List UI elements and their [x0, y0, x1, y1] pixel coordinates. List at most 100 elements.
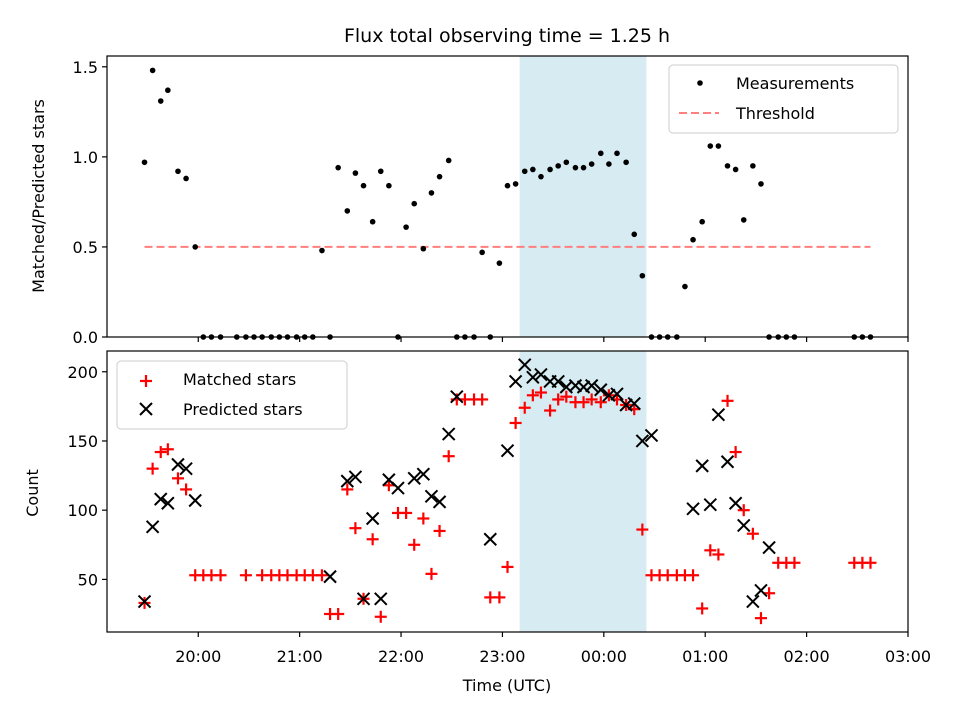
measurement-point [538, 173, 544, 180]
matched-star-point [214, 569, 227, 582]
matched-star-point [171, 472, 184, 485]
measurement-point [165, 87, 171, 94]
matched-star-point [417, 512, 430, 525]
measurement-point [141, 159, 148, 166]
predicted-star-point [762, 540, 776, 555]
measurement-point [707, 143, 714, 149]
predicted-star-point [441, 427, 456, 441]
legend-measurements-marker [697, 80, 703, 86]
x-tick-label: 03:00 [885, 647, 931, 666]
y-tick-label: 150 [67, 432, 98, 451]
y-tick-label: 50 [78, 570, 98, 589]
chart-title: Flux total observing time = 1.25 h [344, 25, 670, 47]
predicted-star-point [737, 518, 751, 533]
predicted-star-point [746, 594, 760, 609]
x-tick-label: 20:00 [175, 647, 221, 666]
matched-star-point [315, 569, 328, 582]
measurement-point [436, 173, 443, 180]
matched-star-point [696, 602, 709, 615]
matched-star-point [239, 569, 252, 582]
predicted-star-point [171, 457, 185, 472]
measurement-point [547, 166, 553, 173]
top-panel: 0.0 0.5 1.0 1.5 Matched/Predicted stars Mea… [29, 55, 909, 347]
bottom-legend-box [116, 360, 348, 430]
matched-star-point [788, 556, 801, 569]
measurement-point [479, 249, 485, 256]
matched-star-point [518, 401, 531, 414]
top-y-axis: 0.0 0.5 1.0 1.5 [73, 58, 107, 347]
top-y-axis-label: Matched/Predicted stars [29, 99, 48, 293]
measurement-point [740, 217, 747, 223]
measurement-point [386, 182, 392, 189]
bottom-legend: Matched stars Predicted stars [116, 360, 348, 430]
predicted-star-point [551, 374, 565, 389]
x-tick-label: 02:00 [784, 647, 830, 666]
predicted-star-point [695, 459, 709, 473]
predicted-star-point [635, 434, 650, 448]
x-tick-label: 23:00 [479, 647, 525, 666]
matched-star-point [442, 450, 455, 463]
predicted-star-point [627, 396, 641, 411]
measurement-point [639, 272, 646, 279]
predicted-star-point [584, 378, 599, 393]
measurement-point [403, 224, 409, 230]
predicted-star-point [711, 407, 726, 422]
measurement-point [360, 182, 367, 189]
bottom-x-axis: 20:00 21:00 22:00 23:00 00:00 01:00 02:00 03:00 [175, 632, 931, 666]
predicted-star-point [356, 592, 371, 606]
predicted-star-point [644, 428, 659, 443]
predicted-star-point [432, 495, 447, 509]
x-tick-label: 00:00 [581, 647, 627, 666]
matched-star-point [493, 591, 506, 604]
measurement-point [631, 231, 638, 238]
predicted-star-point [754, 583, 768, 598]
predicted-star-point [137, 594, 152, 609]
bottom-panel-frame [106, 350, 909, 633]
y-tick-label: 100 [67, 501, 98, 520]
matched-star-point [552, 393, 565, 406]
measurement-point [521, 168, 528, 175]
matched-star-point [560, 390, 573, 403]
predicted-star-point [416, 467, 431, 481]
predicted-star-point [179, 461, 193, 476]
y-tick-label: 1.5 [73, 58, 98, 77]
matched-star-point [425, 567, 438, 580]
predicted-star-point [594, 383, 608, 397]
measurement-point [690, 236, 696, 243]
predicted-star-point [610, 387, 624, 401]
measurement-point [411, 200, 418, 207]
predicted-star-point [154, 492, 168, 506]
y-tick-label: 1.0 [73, 148, 98, 167]
matched-star-point [332, 608, 345, 621]
predicted-star-point [728, 496, 743, 510]
predicted-star-point [188, 493, 202, 508]
measurement-point [504, 182, 511, 189]
measurement-point [580, 164, 587, 171]
measurement-point [623, 159, 629, 166]
y-tick-label: 200 [67, 363, 98, 382]
bottom-y-axis: 50 100 150 200 [67, 363, 107, 589]
legend-predicted-marker [139, 402, 153, 416]
matched-star-point [704, 544, 717, 557]
matched-star-point [864, 556, 877, 569]
bottom-y-axis-label: Count [23, 469, 42, 517]
measurement-point [614, 150, 620, 157]
predicted-star-point [161, 496, 175, 510]
matched-star-point [180, 483, 193, 496]
matched-star-point [687, 569, 700, 582]
predicted-stars-points [137, 358, 776, 609]
legend-threshold-label: Threshold [735, 104, 815, 123]
measurement-point [682, 283, 688, 290]
measurement-point [319, 247, 325, 254]
measurement-point [750, 163, 756, 169]
x-axis-label: Time (UTC) [462, 676, 551, 695]
top-panel-frame [106, 55, 909, 338]
measurement-point [420, 245, 427, 252]
measurement-point [149, 67, 156, 74]
matched-star-point [349, 522, 362, 535]
predicted-star-point [483, 532, 497, 546]
measurement-point [445, 157, 452, 164]
measurement-point [555, 163, 561, 169]
y-tick-label: 0.0 [73, 328, 98, 347]
matched-star-point [509, 416, 522, 429]
